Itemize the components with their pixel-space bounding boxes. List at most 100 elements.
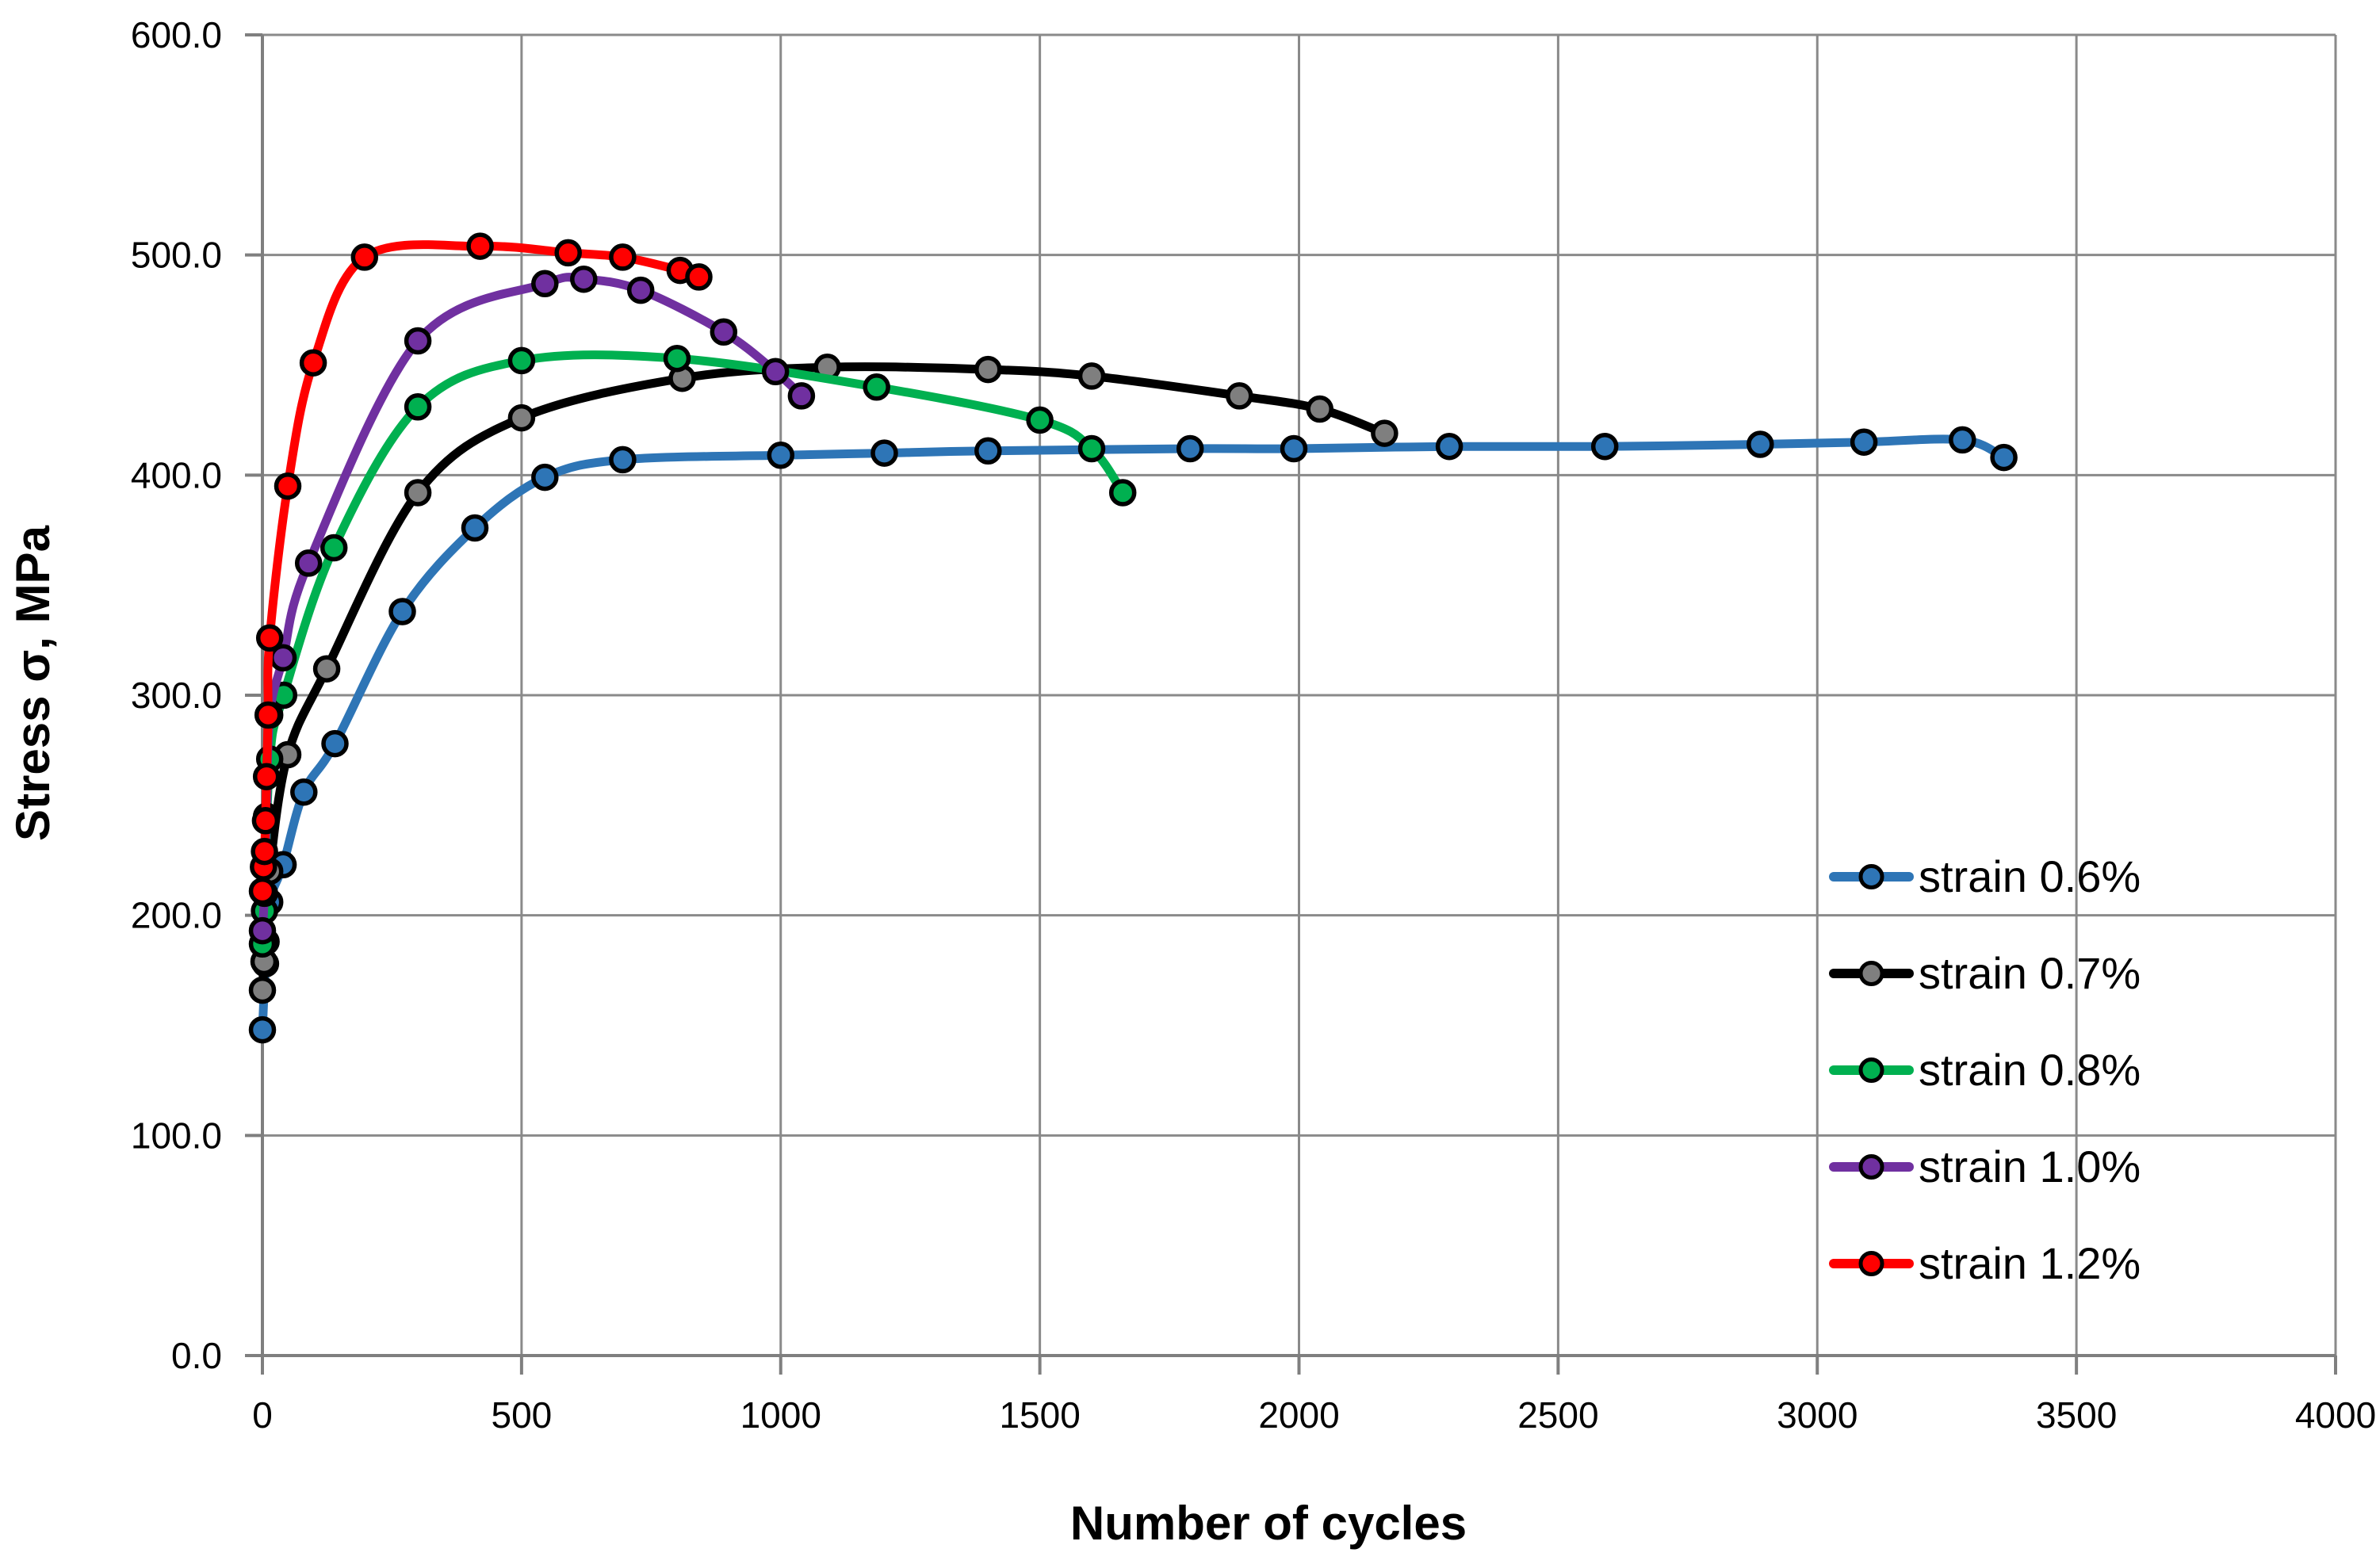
data-point-strain-1.0--7 <box>531 270 559 298</box>
series-layer <box>248 232 2018 1044</box>
data-point-strain-1.2--10 <box>466 232 494 260</box>
legend-label-strain-1.2-: strain 1.2% <box>1919 1238 2141 1288</box>
data-point-strain-0.6--9 <box>609 446 637 474</box>
data-point-strain-0.6--13 <box>1176 434 1204 463</box>
x-tick-label-4000: 4000 <box>2295 1394 2376 1436</box>
y-tick-label-400.0: 400.0 <box>131 454 222 495</box>
legend-item-strain-1.0-: strain 1.0% <box>1829 1142 2141 1191</box>
data-point-strain-0.7--13 <box>1306 395 1333 423</box>
legend-label-strain-0.8-: strain 0.8% <box>1919 1045 2141 1095</box>
data-point-strain-0.6--8 <box>531 463 559 491</box>
data-point-strain-1.0--8 <box>570 265 598 293</box>
data-point-strain-0.7--14 <box>1371 419 1398 447</box>
series-strain-0.6- <box>248 426 2018 1044</box>
data-point-strain-0.6--10 <box>767 442 795 469</box>
gridlines <box>261 33 2337 1357</box>
data-point-strain-0.7--11 <box>1077 362 1106 390</box>
data-point-strain-1.2--3 <box>251 807 280 835</box>
data-point-strain-0.6--0 <box>248 1015 277 1044</box>
data-point-strain-1.2--8 <box>299 349 327 377</box>
data-point-strain-0.7--7 <box>507 403 536 432</box>
data-point-strain-0.6--11 <box>870 439 898 467</box>
legend-marker-strain-0.6- <box>1858 864 1884 889</box>
data-point-strain-0.6--6 <box>388 598 416 625</box>
data-point-strain-0.8--4 <box>319 534 348 562</box>
data-point-strain-0.6--16 <box>1590 432 1619 461</box>
legend-marker-strain-1.0- <box>1858 1154 1884 1180</box>
data-point-strain-1.0--12 <box>787 382 816 410</box>
data-point-strain-0.7--12 <box>1226 382 1253 410</box>
legend-marker-strain-0.7- <box>1858 961 1884 986</box>
x-tick-label-1500: 1500 <box>999 1394 1080 1436</box>
series-strain-1.2- <box>248 232 713 905</box>
data-point-strain-0.8--5 <box>404 393 432 421</box>
data-point-strain-1.2--6 <box>255 624 284 652</box>
data-point-strain-1.2--9 <box>350 243 379 271</box>
data-point-strain-0.7--10 <box>974 355 1002 384</box>
legend-item-strain-0.8-: strain 0.8% <box>1829 1045 2141 1095</box>
x-tick-label-2000: 2000 <box>1258 1394 1339 1436</box>
data-point-strain-0.6--20 <box>1990 443 2018 472</box>
data-point-strain-1.2--12 <box>609 243 637 271</box>
series-line-strain-0.7- <box>258 362 1389 995</box>
data-point-strain-0.6--15 <box>1435 432 1463 461</box>
data-point-strain-1.0--11 <box>761 358 790 386</box>
data-point-strain-1.0--10 <box>710 318 738 346</box>
data-point-strain-0.6--14 <box>1280 434 1308 463</box>
legend-label-strain-0.7-: strain 0.7% <box>1919 948 2141 998</box>
data-point-strain-1.2--5 <box>254 701 282 729</box>
legend-marker-strain-1.2- <box>1858 1251 1884 1276</box>
data-point-strain-0.8--8 <box>863 373 890 401</box>
data-point-strain-1.2--14 <box>685 263 713 291</box>
data-point-strain-1.2--0 <box>248 877 277 905</box>
data-point-strain-0.7--0 <box>248 976 277 1004</box>
data-point-strain-0.8--11 <box>1108 479 1137 507</box>
data-point-strain-1.2--11 <box>554 239 582 267</box>
data-point-strain-0.7--5 <box>312 655 341 683</box>
legend-item-strain-0.6-: strain 0.6% <box>1829 851 2141 901</box>
y-tick-label-0.0: 0.0 <box>171 1335 222 1376</box>
x-tick-label-0: 0 <box>252 1394 273 1436</box>
legend: strain 0.6% strain 0.7% strain 0.8% strain … <box>1829 851 2141 1288</box>
x-tick-label-500: 500 <box>492 1394 553 1436</box>
data-point-strain-0.7--6 <box>404 479 432 507</box>
axes <box>245 33 2337 1375</box>
legend-label-strain-1.0-: strain 1.0% <box>1919 1142 2141 1191</box>
data-point-strain-1.0--9 <box>626 276 655 304</box>
y-axis-title: Stress σ, MPa <box>6 525 59 841</box>
tick-labels: 0 500 1000 1500 2000 2500 3000 3500 4000 0.0 100.0… <box>131 14 2376 1436</box>
y-tick-label-200.0: 200.0 <box>131 895 222 936</box>
data-point-strain-0.8--10 <box>1077 434 1106 463</box>
x-tick-label-1000: 1000 <box>740 1394 821 1436</box>
data-point-strain-0.8--7 <box>663 344 691 373</box>
data-point-strain-0.8--6 <box>507 346 536 375</box>
data-point-strain-0.6--5 <box>321 729 349 758</box>
legend-item-strain-0.7-: strain 0.7% <box>1829 948 2141 998</box>
data-point-strain-1.2--2 <box>251 837 278 866</box>
data-point-strain-1.0--6 <box>404 327 432 355</box>
y-tick-label-300.0: 300.0 <box>131 675 222 716</box>
data-point-strain-0.6--12 <box>974 437 1002 465</box>
legend-item-strain-1.2-: strain 1.2% <box>1829 1238 2141 1288</box>
y-tick-label-100.0: 100.0 <box>131 1115 222 1156</box>
x-tick-label-2500: 2500 <box>1517 1394 1598 1436</box>
data-point-strain-1.0--0 <box>248 916 277 945</box>
y-tick-label-600.0: 600.0 <box>131 14 222 55</box>
data-point-strain-0.6--4 <box>290 778 318 806</box>
x-tick-label-3500: 3500 <box>2036 1394 2117 1436</box>
y-tick-label-500.0: 500.0 <box>131 235 222 276</box>
data-point-strain-0.8--9 <box>1026 406 1054 434</box>
data-point-strain-0.6--7 <box>461 514 489 542</box>
x-axis-title: Number of cycles <box>1070 1497 1467 1550</box>
x-tick-label-3000: 3000 <box>1777 1394 1858 1436</box>
data-point-strain-0.6--19 <box>1949 426 1976 454</box>
data-point-strain-0.6--17 <box>1747 430 1774 458</box>
data-point-strain-1.2--7 <box>274 472 302 500</box>
series-line-strain-0.6- <box>258 434 2009 1034</box>
data-point-strain-0.6--18 <box>1850 428 1878 456</box>
data-point-strain-1.2--4 <box>252 763 281 790</box>
legend-label-strain-0.6-: strain 0.6% <box>1919 851 2141 901</box>
legend-marker-strain-0.8- <box>1858 1057 1884 1083</box>
